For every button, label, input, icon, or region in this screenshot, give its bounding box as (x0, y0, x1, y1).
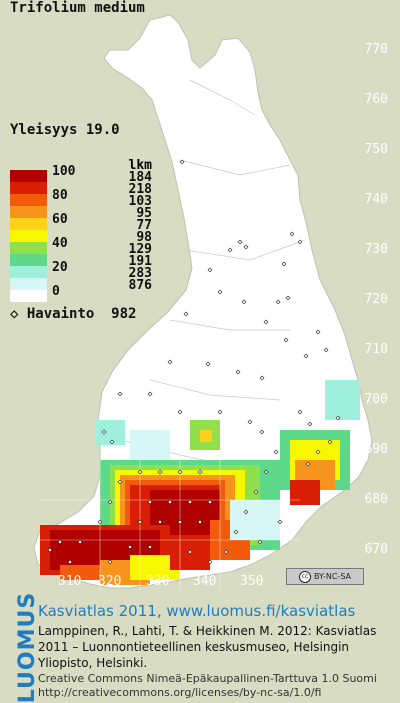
frequency-value: 19.0 (85, 122, 120, 138)
footer-license[interactable]: Creative Commons Nimeä-Epäkaupallinen-Ta… (38, 672, 377, 699)
distribution-map (33, 14, 373, 590)
legend-swatch (10, 182, 47, 194)
footer-link[interactable]: Kasviatlas 2011, www.luomus.fi/kasviatla… (38, 602, 356, 620)
legend-count: 184 (128, 170, 152, 185)
y-tick: 740 (364, 192, 388, 207)
legend-count: 98 (136, 230, 152, 245)
y-tick: 730 (364, 242, 388, 257)
y-tick: 700 (364, 392, 388, 407)
x-tick: 310 (58, 574, 82, 589)
diamond-icon: ◇ (10, 306, 19, 322)
legend-count: 129 (128, 242, 152, 257)
legend-swatch (10, 278, 47, 290)
legend-count: 191 (128, 254, 152, 269)
frequency-name: Yleisyys (10, 122, 78, 138)
observation-count: ◇ Havainto 982 (10, 306, 136, 322)
license-badge[interactable]: cc BY-NC-SA (286, 568, 364, 585)
legend-swatch (10, 170, 47, 182)
x-tick: 320 (98, 574, 122, 589)
legend-count: 283 (128, 266, 152, 281)
legend-label: 60 (52, 212, 68, 227)
footer-citation: Lamppinen, R., Lahti, T. & Heikkinen M. … (38, 624, 377, 670)
legend-label: 80 (52, 188, 68, 203)
legend-swatch (10, 218, 47, 230)
legend-header: lkm (128, 158, 152, 173)
y-tick: 710 (364, 342, 388, 357)
luomus-logo: LUOMUS (15, 591, 41, 703)
y-tick: 760 (364, 92, 388, 107)
legend-swatch (10, 194, 47, 206)
y-tick: 750 (364, 142, 388, 157)
observation-label: Havainto (26, 306, 95, 322)
legend-swatch (10, 230, 47, 242)
legend-count: 218 (128, 182, 152, 197)
y-tick: 720 (364, 292, 388, 307)
legend-swatch (10, 242, 47, 254)
legend-count: 77 (136, 218, 152, 233)
observation-markers (47, 159, 341, 565)
legend-count: 103 (128, 194, 152, 209)
y-tick: 670 (364, 542, 388, 557)
legend-count: 876 (128, 278, 152, 293)
x-tick: 350 (240, 574, 264, 589)
species-title: Trifolium medium (10, 0, 145, 16)
y-tick: 770 (364, 42, 388, 57)
legend-swatch (10, 254, 47, 266)
cc-icon: cc (298, 570, 311, 583)
legend-label: 100 (52, 164, 76, 179)
legend-swatch (10, 266, 47, 278)
observation-value: 982 (111, 306, 137, 322)
legend-swatch (10, 290, 47, 302)
license-badge-text: BY-NC-SA (313, 572, 352, 581)
y-tick: 690 (364, 442, 388, 457)
x-tick: 330 (146, 574, 170, 589)
legend-label: 40 (52, 236, 68, 251)
legend-count: 95 (136, 206, 152, 221)
frequency-label: Yleisyys 19.0 (10, 122, 120, 138)
legend-label: 0 (52, 284, 60, 299)
legend-swatch (10, 206, 47, 218)
y-tick: 680 (364, 492, 388, 507)
legend-label: 20 (52, 260, 68, 275)
x-tick: 340 (193, 574, 217, 589)
